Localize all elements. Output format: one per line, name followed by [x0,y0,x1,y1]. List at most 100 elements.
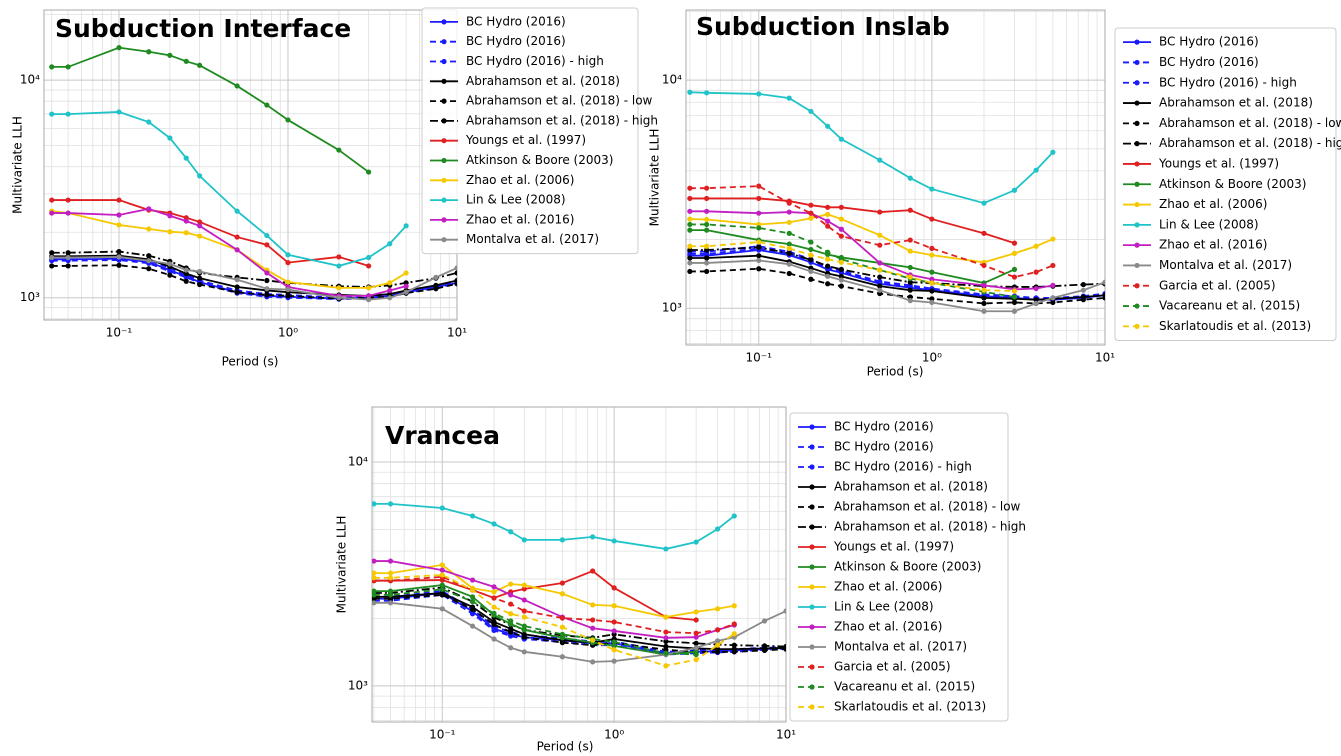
data-point [590,637,596,643]
data-point [116,45,122,51]
data-point [372,600,377,606]
x-tick-label: 10⁰ [604,728,624,742]
data-point [439,562,445,568]
data-point [704,247,710,253]
x-tick-label: 10⁻¹ [746,351,773,365]
legend-label: Vacareanu et al. (2015) [1159,299,1300,313]
legend-label: BC Hydro (2016) [466,34,566,48]
data-point [146,253,152,259]
data-point [508,633,514,639]
data-point [387,570,394,576]
data-point [1011,240,1018,246]
data-point [49,64,55,70]
data-point [387,295,393,301]
y-tick-label: 10⁴ [662,73,682,87]
x-axis-label: Period (s) [867,365,924,379]
data-point [808,239,814,245]
legend-marker [441,177,447,183]
legend-marker [1134,242,1140,248]
data-point [611,538,617,544]
data-point [559,654,566,660]
legend-label: Abrahamson et al. (2018) [834,480,988,494]
legend-label: Zhao et al. (2016) [1159,238,1267,252]
data-point [1011,294,1018,300]
data-point [183,155,189,161]
data-point [756,225,762,231]
data-point [559,615,566,621]
data-point [234,284,240,290]
data-point [786,200,792,206]
data-point [756,239,762,245]
data-point [65,263,71,269]
data-point [825,123,831,129]
data-point [981,300,987,307]
data-point [167,135,173,141]
series-line [51,199,369,267]
data-point [907,294,913,300]
data-point [183,58,189,64]
data-point [387,575,394,581]
data-point [167,261,173,267]
legend-box [421,7,639,255]
data-point [704,208,710,214]
data-point [508,601,514,607]
legend-marker [441,237,447,243]
data-point [981,262,987,269]
data-point [336,285,342,291]
data-point [786,270,792,277]
data-point [264,277,270,284]
legend-marker [441,217,447,223]
legend-marker [809,624,815,630]
data-point [756,195,762,202]
legend-label: Lin & Lee (2008) [834,600,934,614]
data-point [559,640,566,646]
data-point [285,279,291,285]
data-point [1080,281,1086,288]
data-point [611,603,617,609]
y-axis-label: Multivariate LLH [648,129,662,227]
data-point [715,649,721,655]
data-point [521,597,527,603]
legend-marker [1134,100,1140,106]
data-point [1033,243,1039,249]
data-point [521,608,527,614]
chart-panel: 10⁻¹ 10⁰ 10¹ 10³ 10⁴ Subduction Inslab Period … [648,9,1341,379]
data-point [167,213,173,219]
data-point [116,212,122,218]
data-point [907,279,913,285]
data-point [825,273,831,279]
data-point [366,293,372,299]
data-point [372,575,377,581]
data-point [808,276,814,282]
legend-label: Zhao et al. (2016) [834,620,942,634]
series-line [373,575,735,635]
data-point [197,275,203,281]
data-point [590,659,596,665]
y-tick-label: 10⁴ [348,454,368,468]
legend-marker [809,704,815,710]
data-point [65,111,71,117]
data-point [783,608,786,614]
data-point [508,645,514,651]
data-point [611,628,617,634]
data-point [1011,266,1018,273]
data-point [786,219,792,225]
data-point [929,269,935,275]
data-point [590,617,596,623]
legend-label: Zhao et al. (2006) [1159,197,1267,211]
series-line [689,213,1054,264]
y-tick-label: 10³ [348,678,368,692]
series-line [51,250,457,288]
data-point [234,83,240,89]
data-point [387,287,393,294]
data-point [877,242,883,248]
legend-label: Garcia et al. (2005) [1159,278,1276,292]
x-axis-label: Period (s) [537,740,594,754]
data-point [454,265,457,271]
data-point [981,287,987,293]
data-point [929,186,935,192]
legend-label: BC Hydro (2016) [834,420,934,434]
data-point [372,501,377,507]
data-point [372,592,377,598]
data-point [167,52,173,58]
